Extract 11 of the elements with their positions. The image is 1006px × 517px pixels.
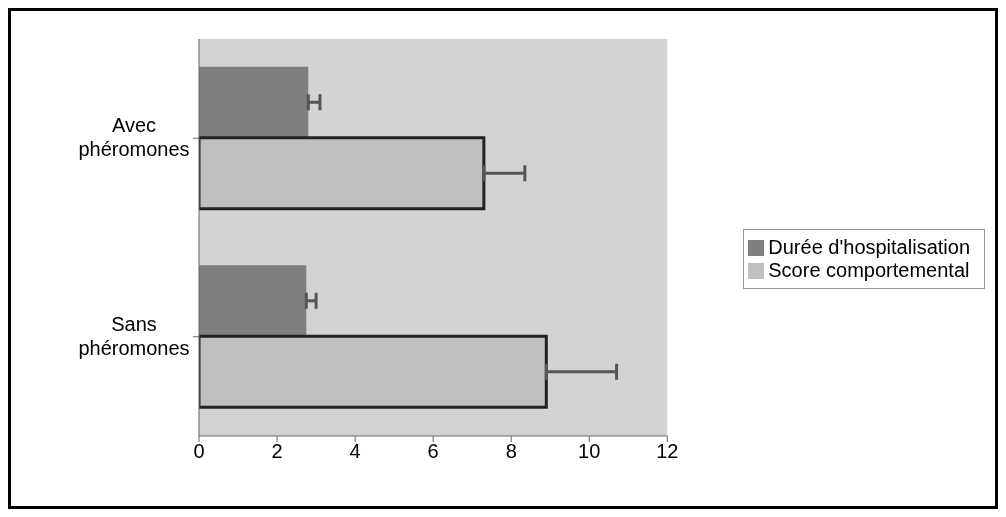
legend-label: Score comportemental <box>768 258 970 281</box>
legend-label: Durée d'hospitalisation <box>768 235 970 258</box>
x-tick-label: 0 <box>193 440 205 463</box>
x-tick-label: 12 <box>656 440 679 463</box>
x-tick-label: 8 <box>505 440 517 463</box>
x-tick-label: 2 <box>271 440 283 463</box>
x-tick-label: 6 <box>427 440 439 463</box>
x-tick-label: 10 <box>578 440 601 463</box>
y-tick-label: Avec phéromones <box>78 114 190 161</box>
y-tick-label: Sans phéromones <box>78 312 190 359</box>
x-tick-label: 4 <box>349 440 361 463</box>
